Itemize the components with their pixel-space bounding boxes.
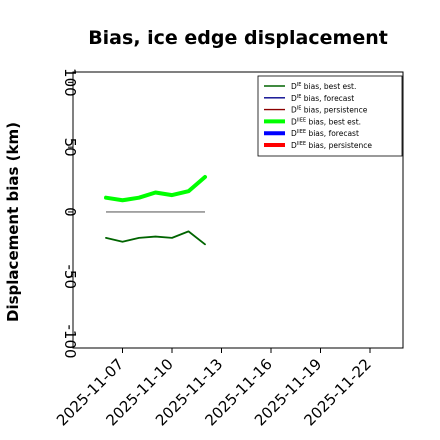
y-tick-label: 100 bbox=[61, 68, 79, 97]
y-tick-label: -100 bbox=[61, 324, 79, 358]
legend-entry: DIIEE bias, best est. bbox=[291, 117, 361, 126]
legend: DIE bias, best est. DIE bias, forecast DIE… bbox=[257, 75, 403, 157]
legend-entry: DIE bias, persistence bbox=[291, 106, 368, 115]
legend-entry: DIE bias, forecast bbox=[291, 94, 354, 103]
legend-entry: DIE bias, best est. bbox=[291, 82, 356, 91]
plot-frame bbox=[72, 71, 404, 349]
y-tick-label: 0 bbox=[61, 207, 79, 217]
legend-box bbox=[257, 75, 403, 157]
series-line-0 bbox=[105, 230, 206, 246]
legend-entry: DIIEE bias, forecast bbox=[291, 129, 359, 138]
legend-entry: DIIEE bias, persistence bbox=[291, 141, 372, 150]
chart-title: Bias, ice edge displacement bbox=[88, 27, 388, 49]
y-tick-label: -50 bbox=[61, 264, 79, 289]
series-line-3 bbox=[104, 174, 207, 203]
y-axis-label: Displacement bias (km) bbox=[4, 122, 22, 322]
y-tick-label: 50 bbox=[61, 138, 79, 157]
